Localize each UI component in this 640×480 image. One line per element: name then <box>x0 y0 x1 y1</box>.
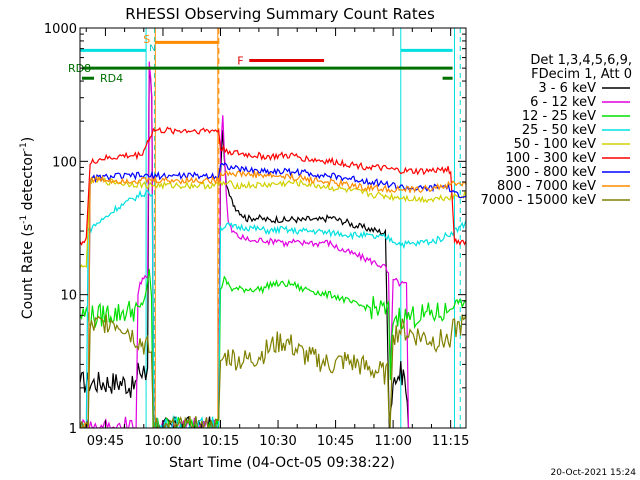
plot-frame <box>79 27 467 429</box>
x-tick-label: 11:15 <box>432 434 469 449</box>
plot-clip-group <box>80 28 466 428</box>
series-line <box>80 61 410 428</box>
y-tick-label: 10 <box>60 289 77 304</box>
y-tick-label: 1 <box>69 422 77 437</box>
f-label: F <box>237 55 243 68</box>
legend-entry-label: 3 - 6 keV <box>538 81 596 96</box>
x-tick-label: 10:45 <box>317 434 354 449</box>
axes: 1 10 100 1000 09:45 10:00 10:15 10:30 10:45 11:00… <box>44 22 469 449</box>
chart-title: RHESSI Observing Summary Count Rates <box>125 5 435 23</box>
x-tick-label: 10:15 <box>202 434 239 449</box>
legend-entry-label: 25 - 50 keV <box>522 123 596 138</box>
series-line <box>80 313 466 428</box>
x-tick-label: 10:30 <box>259 434 296 449</box>
y-axis-label: Count Rate (s-1 detector-1) <box>19 137 36 319</box>
series-line <box>80 189 466 428</box>
rd4-label: RD4 <box>100 72 123 85</box>
legend-entry-label: 100 - 300 keV <box>505 151 596 166</box>
legend-entry-label: 800 - 7000 keV <box>497 179 596 194</box>
x-axis-label: Start Time (04-Oct-05 09:38:22) <box>169 455 395 471</box>
series-line <box>80 162 466 428</box>
legend-entry-label: 300 - 800 keV <box>505 165 596 180</box>
legend-entry-label: 6 - 12 keV <box>530 95 596 110</box>
y-tick-label: 1000 <box>44 22 77 37</box>
series-line <box>80 268 466 428</box>
x-tick-label: 10:00 <box>144 434 181 449</box>
legend-header-line1: Det 1,3,4,5,6,9, <box>530 53 632 68</box>
series-line <box>80 68 410 428</box>
x-tick-label: 09:45 <box>87 434 124 449</box>
series-line <box>80 175 466 268</box>
generated-timestamp: 20-Oct-2021 15:24 <box>551 468 637 478</box>
legend-header-line2: FDecim 1, Att 0 <box>531 67 632 82</box>
n-label: N <box>149 44 156 54</box>
series-line <box>80 126 466 246</box>
x-tick-label: 11:00 <box>374 434 411 449</box>
s-label: S <box>143 33 150 46</box>
legend-entry-label: 12 - 25 keV <box>522 109 596 124</box>
legend-entry-label: 50 - 100 keV <box>514 137 597 152</box>
legend: Det 1,3,4,5,6,9, FDecim 1, Att 0 3 - 6 k… <box>481 53 632 208</box>
legend-entry-label: 7000 - 15000 keV <box>481 193 597 208</box>
y-tick-label: 100 <box>52 155 77 170</box>
series-line <box>80 169 466 428</box>
